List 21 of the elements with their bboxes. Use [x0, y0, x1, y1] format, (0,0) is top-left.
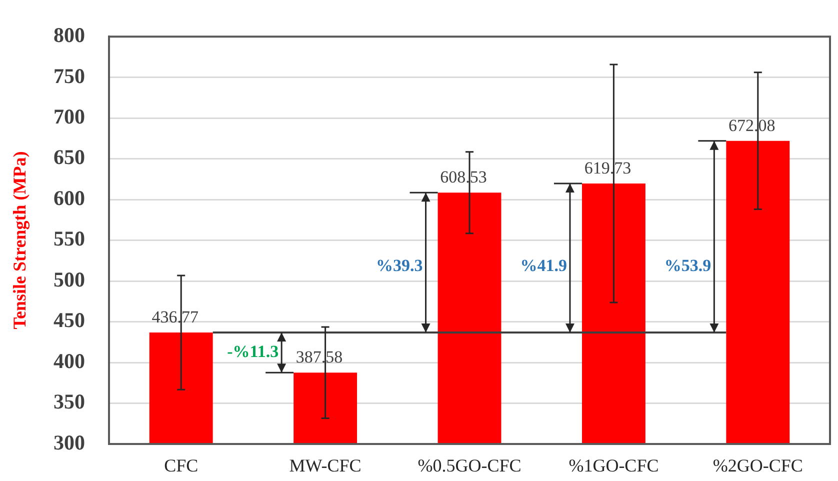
x-tick-label: %2GO-CFC: [712, 456, 803, 476]
y-tick-label: 350: [54, 390, 85, 414]
y-axis-title: Tensile Strength (MPa): [9, 151, 30, 330]
annotation: %39.3: [376, 256, 423, 275]
y-tick-label: 550: [54, 226, 85, 251]
y-tick-label: 450: [54, 308, 85, 332]
y-tick-label: 400: [54, 348, 85, 373]
y-tick-label: 750: [54, 64, 85, 88]
annotation: -%11.3: [227, 342, 279, 361]
y-tick-label: 300: [54, 430, 85, 454]
y-tick-label: 800: [54, 23, 85, 48]
x-tick-label: %1GO-CFC: [568, 456, 659, 476]
y-tick-label: 700: [54, 104, 85, 128]
x-tick-label: %0.5GO-CFC: [418, 456, 522, 476]
x-tick-label: MW-CFC: [289, 456, 362, 476]
x-tick-label: CFC: [164, 456, 198, 476]
y-tick-label: 600: [54, 186, 85, 210]
y-tick-label: 500: [54, 267, 85, 292]
annotation: %41.9: [520, 256, 567, 275]
annotation: %53.9: [664, 256, 712, 275]
y-tick-label: 650: [54, 145, 85, 170]
